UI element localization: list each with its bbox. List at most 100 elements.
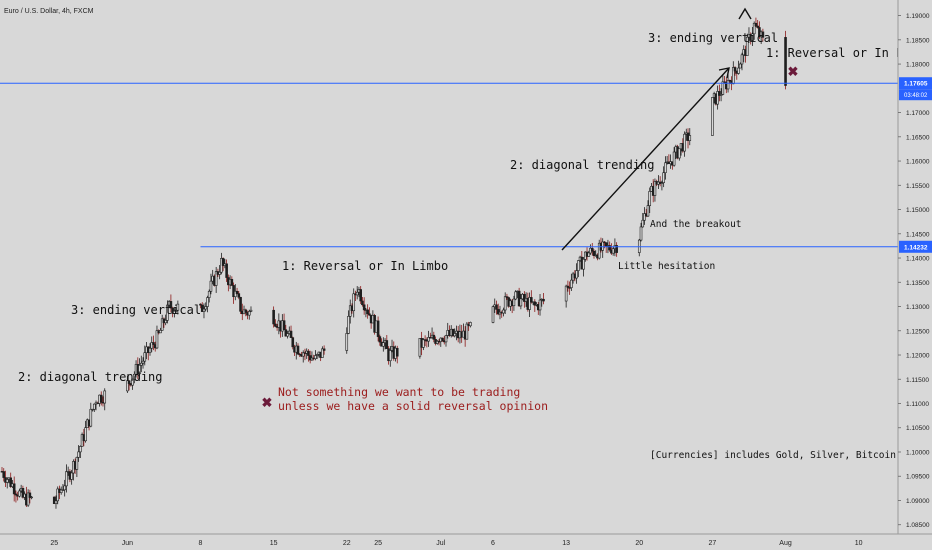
annotation-ending-vertical-1[interactable]: 3: ending vertical: [71, 303, 201, 317]
candle: [2, 468, 6, 482]
candle-body-bullish: [641, 219, 645, 228]
candle-body-bullish: [75, 457, 79, 470]
candle: [519, 293, 523, 310]
candle: [28, 489, 32, 504]
candle-body-bullish: [611, 248, 615, 254]
candle-body-bullish: [601, 241, 605, 251]
time-tick-label: 22: [343, 540, 351, 547]
annotation-diagonal-trending-2[interactable]: 2: diagonal trending: [510, 158, 655, 172]
candle: [155, 325, 159, 350]
price-tick-label: 1.14000: [906, 256, 930, 263]
candle: [427, 330, 430, 347]
candle: [141, 357, 145, 369]
candle-body-bullish: [738, 63, 742, 69]
candle-body-bullish: [587, 252, 591, 257]
candle: [601, 238, 605, 258]
annotation-ending-vertical-2[interactable]: 3: ending vertical: [648, 31, 778, 45]
candle-body-bullish: [206, 297, 209, 307]
candle: [745, 33, 749, 56]
candle-body-bearish: [566, 285, 570, 288]
candle: [169, 294, 173, 313]
candle: [721, 74, 725, 96]
candle: [528, 292, 531, 318]
annotation-reversal-2[interactable]: 1: Reversal or In Limbo: [766, 46, 932, 60]
candle-body-bearish: [733, 67, 737, 72]
candle-body-bullish: [575, 270, 578, 279]
candle-body-bearish: [282, 320, 286, 330]
x-mark-icon[interactable]: ✖: [788, 64, 799, 79]
candle: [784, 30, 787, 90]
candle-body-bearish: [361, 300, 364, 306]
candle-body-bullish: [301, 352, 305, 357]
annotation-reversal-1[interactable]: 1: Reversal or In Limbo: [282, 259, 448, 273]
candle-body-bearish: [505, 296, 509, 298]
candle-body-bearish: [533, 301, 537, 306]
candle-body-bearish: [615, 245, 618, 253]
price-tick-label: 1.10000: [906, 449, 930, 456]
candle: [643, 207, 646, 225]
candle-body-bullish: [678, 148, 681, 159]
candle-body-bullish: [166, 304, 169, 321]
candle-body-bearish: [200, 304, 204, 312]
candle-body-bearish: [169, 301, 173, 309]
price-tag[interactable]: 1.17605 03:48:02: [899, 77, 932, 101]
candle: [505, 293, 509, 300]
candle: [523, 291, 526, 308]
annotation-diagonal-trending-1[interactable]: 2: diagonal trending: [18, 370, 163, 384]
price-tick-label: 1.12000: [906, 353, 930, 360]
trend-arrow-line[interactable]: [561, 67, 730, 251]
candle: [225, 259, 228, 282]
candle-body-bullish: [174, 309, 178, 312]
x-mark-icon[interactable]: ✖: [262, 395, 273, 410]
candle: [538, 294, 542, 316]
price-tick-label: 1.17000: [906, 110, 930, 117]
candle-body-bullish: [18, 490, 21, 497]
candle: [362, 297, 366, 315]
time-axis-labels[interactable]: 25 Jun 8 15 22 25 Jul 6 13 20 27 Aug 10: [50, 540, 862, 547]
candle: [164, 314, 167, 326]
candle-body-bearish: [385, 340, 389, 349]
candle: [235, 287, 239, 295]
price-tick-label: 1.08500: [906, 522, 930, 529]
annotation-breakout[interactable]: And the breakout: [650, 219, 742, 230]
candle-body-bullish: [388, 350, 392, 362]
candle-body-bearish: [756, 25, 759, 28]
candle-body-bearish: [289, 330, 293, 338]
price-tag[interactable]: 1.14232: [899, 240, 932, 253]
candle: [597, 239, 601, 260]
candle: [52, 496, 56, 505]
candle-body-bullish: [315, 354, 319, 356]
candle: [752, 21, 756, 40]
annotation-little-hesitation[interactable]: Little hesitation: [618, 261, 715, 272]
candle: [54, 495, 58, 509]
candle-body-bullish: [126, 380, 129, 392]
candle: [131, 378, 134, 390]
candle: [361, 296, 364, 307]
candle: [662, 166, 665, 188]
candle: [738, 62, 742, 69]
candle: [435, 339, 439, 345]
candle: [207, 289, 211, 303]
candle: [678, 148, 681, 161]
annotation-currencies[interactable]: [Currencies] includes Gold, Silver, Bitc…: [650, 450, 896, 461]
candle-body-bullish: [164, 320, 167, 324]
candle-body-bullish: [61, 489, 65, 491]
warning-line-2[interactable]: unless we have a solid reversal opinion: [278, 399, 548, 413]
candle: [711, 97, 714, 136]
candle: [352, 288, 356, 318]
candle: [469, 321, 472, 328]
candle-body-bearish: [530, 297, 533, 303]
candle-body-bearish: [362, 304, 366, 311]
time-tick-label: 20: [635, 540, 643, 547]
candle-body-bearish: [395, 347, 399, 357]
candle-body-bullish: [469, 322, 472, 327]
candle: [444, 334, 448, 347]
candle-body-bullish: [519, 298, 523, 307]
candle-body-bearish: [754, 22, 758, 27]
warning-line-1[interactable]: Not something we want to be trading: [278, 385, 520, 399]
candle-body-bearish: [9, 477, 13, 487]
candle-body-bearish: [608, 245, 611, 251]
candle: [30, 495, 33, 500]
